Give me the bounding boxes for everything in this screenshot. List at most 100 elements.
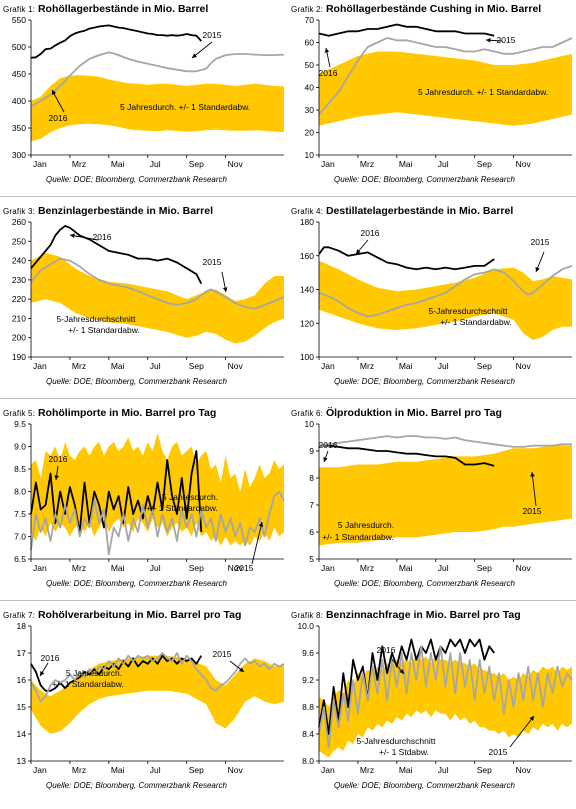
source-note: Quelle: DOE; Bloomberg, Commerzbank Rese…	[334, 579, 515, 588]
x-tick-label: Mrz	[360, 765, 374, 775]
y-tick-label: 6.5	[14, 554, 26, 564]
x-tick-label: Mrz	[72, 361, 86, 371]
chart-panel-7: Grafik 7: Rohölverarbeitung in Mio. Barr…	[0, 606, 288, 808]
source-note: Quelle: DOE; Bloomberg, Commerzbank Rese…	[46, 781, 227, 790]
y-tick-label: 180	[300, 217, 314, 227]
source-note: Quelle: DOE; Bloomberg, Commerzbank Rese…	[334, 781, 515, 790]
y-tick-label: 14	[17, 729, 27, 739]
y-tick-label: 230	[12, 275, 26, 285]
series-annotation: 2016	[41, 653, 60, 663]
y-tick-label: 70	[305, 15, 315, 25]
series-line-2015	[318, 435, 572, 448]
x-tick-label: Mrz	[360, 361, 374, 371]
y-tick-label: 220	[12, 294, 26, 304]
x-tick-label: Nov	[228, 765, 244, 775]
series-line-2015	[318, 645, 573, 749]
x-tick-label: Nov	[516, 159, 532, 169]
series-annotation: 2016	[377, 645, 396, 655]
y-tick-label: 250	[12, 236, 26, 246]
chart-number: Grafik 5:	[3, 409, 36, 418]
chart-panel-3: Grafik 3: Benzinlagerbestände in Mio. Ba…	[0, 202, 288, 404]
y-tick-label: 60	[305, 38, 315, 48]
x-tick-label: Nov	[228, 361, 244, 371]
series-annotation: 2015	[203, 257, 222, 267]
annotation-arrow	[531, 471, 537, 507]
y-tick-label: 8.5	[14, 464, 26, 474]
x-tick-label: Sep	[477, 159, 492, 169]
annotation-arrow	[69, 234, 99, 241]
source-note: Quelle: DOE; Bloomberg, Commerzbank Rese…	[46, 377, 227, 386]
x-tick-label: Nov	[228, 563, 244, 573]
band-label: 5-Jahresdurchschnitt	[429, 306, 509, 316]
band-label: 5 Jahresdurch.	[66, 668, 122, 678]
arrowhead	[239, 667, 244, 672]
chart-svg: 190 200 210 220 230 240 250 260 Jan Mrz Mai Jul Sep N…	[12, 217, 285, 371]
x-tick-label: Mai	[399, 361, 413, 371]
chart-svg: 10 20 30 40 50 60 70 Jan Mrz Mai Jul Sep Nov 5 Jahres…	[305, 15, 573, 169]
y-tick-label: 13	[17, 756, 27, 766]
y-tick-label: 9.5	[14, 419, 26, 429]
chart-panel-2: Grafik 2: Rohöllagerbestände Cushing in …	[288, 0, 576, 202]
y-tick-label: 5	[309, 554, 314, 564]
y-tick-label: 30	[305, 105, 315, 115]
y-tick-label: 10	[305, 419, 315, 429]
series-annotation: 2015	[497, 35, 516, 45]
y-tick-label: 350	[12, 123, 26, 133]
y-tick-label: 8.8	[302, 702, 314, 712]
chart-svg: 6.5 7.0 7.5 8.0 8.5 9.0 9.5 Jan Mrz Mai Jul Sep Nov 5…	[14, 419, 285, 573]
x-tick-label: Sep	[477, 563, 492, 573]
chart-title-text: Rohölimporte in Mio. Barrel pro Tag	[35, 407, 217, 419]
row-divider	[0, 196, 576, 197]
series-line-2016	[30, 24, 202, 59]
chart-title: Grafik 7: Rohölverarbeitung in Mio. Barr…	[3, 609, 241, 621]
x-tick-label: Sep	[189, 159, 204, 169]
x-tick-label: Mrz	[72, 765, 86, 775]
x-tick-label: Jan	[33, 159, 47, 169]
chart-title: Grafik 8: Benzinnachfrage in Mio. Barrel…	[291, 609, 521, 621]
series-line-2015	[318, 37, 573, 116]
chart-title-text: Rohöllagerbestände Cushing in Mio. Barre…	[323, 3, 542, 15]
series-annotation: 2015	[489, 747, 508, 757]
arrowhead	[40, 671, 45, 676]
series-annotation: 2015	[235, 563, 254, 573]
chart-svg: 300 350 400 450 500 550 Jan Mrz Mai Jul Sep Nov 5 Ja…	[12, 15, 285, 169]
source-note: Quelle: DOE; Bloomberg, Commerzbank Rese…	[334, 377, 515, 386]
series-line-2015	[30, 652, 285, 703]
chart-title: Grafik 5: Rohölimporte in Mio. Barrel pr…	[3, 407, 216, 419]
x-tick-label: Jul	[150, 765, 161, 775]
arrowhead	[54, 475, 59, 480]
chart-panel-6: Grafik 6: Ölproduktion in Mio. Barrel pr…	[288, 404, 576, 606]
chart-title: Grafik 4: Destillatelagerbestände in Mio…	[291, 205, 513, 217]
band-label: 5-Jahresdurchschnitt	[357, 736, 437, 746]
x-tick-label: Mai	[399, 159, 413, 169]
series-annotation: 2015	[523, 506, 542, 516]
y-tick-label: 10.0	[297, 621, 314, 631]
source-note: Quelle: DOE; Bloomberg, Commerzbank Rese…	[334, 175, 515, 184]
chart-title-text: Destillatelagerbestände in Mio. Barrel	[323, 205, 514, 217]
chart-number: Grafik 8:	[291, 611, 324, 620]
band-label: +/- 1 Standardabw.	[68, 325, 140, 335]
chart-number: Grafik 4:	[291, 207, 324, 216]
series-line-2015	[30, 51, 285, 108]
chart-title: Grafik 1: Rohöllagerbestände in Mio. Bar…	[3, 3, 208, 15]
y-tick-label: 7.0	[14, 532, 26, 542]
x-tick-label: Sep	[189, 765, 204, 775]
chart-number: Grafik 6:	[291, 409, 324, 418]
annotation-arrow	[251, 521, 263, 565]
x-tick-label: Jan	[33, 765, 47, 775]
arrowhead	[356, 249, 361, 254]
arrowhead	[399, 669, 404, 674]
std-band	[319, 445, 572, 546]
arrowhead	[529, 716, 534, 721]
chart-title: Grafik 3: Benzinlagerbestände in Mio. Ba…	[3, 205, 213, 217]
y-tick-label: 18	[17, 621, 27, 631]
x-tick-label: Sep	[189, 361, 204, 371]
y-tick-label: 100	[300, 352, 314, 362]
y-tick-label: 140	[300, 285, 314, 295]
x-tick-label: Jan	[321, 361, 335, 371]
y-tick-label: 240	[12, 256, 26, 266]
chart-svg: 13 14 15 16 17 18 Jan Mrz Mai Jul Sep Nov 5 Jahresdu…	[17, 621, 285, 775]
band-label: +/- 1 Stdabw.	[379, 747, 429, 757]
x-tick-label: Mai	[399, 563, 413, 573]
series-line-2016	[319, 444, 495, 467]
